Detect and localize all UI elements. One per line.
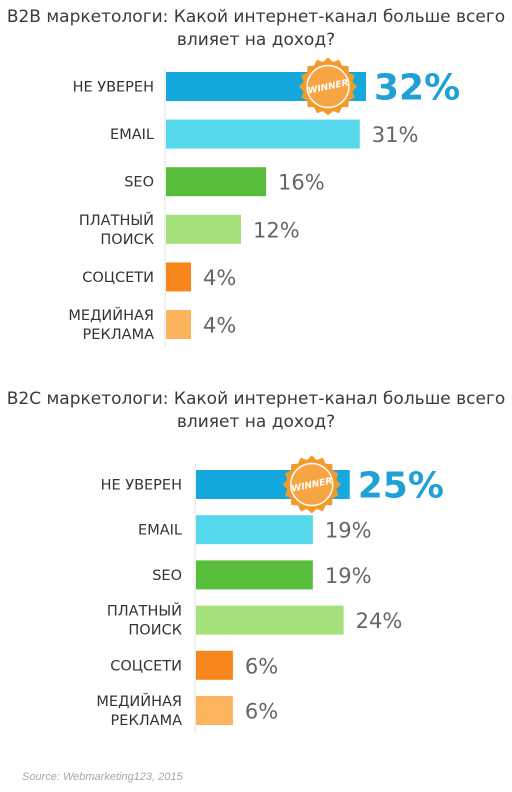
bar: [196, 605, 344, 635]
chart-title: B2B маркетологи: Какой интернет-канал бо…: [6, 7, 506, 50]
b2c-bar-chart: НЕ УВЕРЕН WINNER 25% EMAIL 19% SEO 19% ПЛАТНЫЙ П…: [96, 455, 444, 733]
bar: [166, 262, 191, 292]
category-label: НЕ УВЕРЕН: [101, 478, 182, 494]
badge-ring: [306, 64, 350, 109]
category-label: ПОИСК: [128, 623, 182, 639]
value-label: 4%: [203, 314, 236, 338]
category-label: EMAIL: [138, 523, 182, 539]
value-label: 32%: [374, 68, 460, 109]
category-label: SEO: [124, 175, 154, 191]
category-label: МЕДИЙНАЯ: [96, 692, 182, 710]
bar: [196, 696, 233, 725]
badge-ring: [290, 462, 334, 507]
value-label: 31%: [372, 123, 419, 147]
value-label: 25%: [358, 466, 444, 507]
category-label: СОЦСЕТИ: [110, 658, 182, 674]
bar: [166, 310, 191, 339]
category-label: ПЛАТНЫЙ: [107, 602, 182, 620]
b2b-panel: B2B маркетологи: Какой интернет-канал бо…: [0, 0, 512, 380]
bar: [166, 167, 266, 197]
category-label: РЕКЛАМА: [83, 327, 155, 343]
bar: [196, 560, 313, 590]
category-label: SEO: [152, 568, 182, 584]
bar: [196, 515, 313, 545]
value-label: 24%: [356, 609, 403, 633]
source-note: Source: Webmarketing123, 2015: [22, 771, 183, 783]
chart-title: B2C маркетологи: Какой интернет-канал бо…: [6, 389, 506, 432]
value-label: 12%: [253, 218, 300, 242]
winner-badge: WINNER: [299, 57, 357, 116]
value-label: 16%: [278, 171, 325, 195]
category-label: НЕ УВЕРЕН: [73, 80, 154, 96]
category-label: ПОИСК: [100, 232, 154, 248]
category-label: СОЦСЕТИ: [82, 270, 154, 286]
category-label: EMAIL: [110, 127, 154, 143]
bar: [166, 214, 241, 244]
value-label: 19%: [325, 519, 372, 543]
category-label: МЕДИЙНАЯ: [68, 306, 154, 324]
category-label: РЕКЛАМА: [111, 713, 183, 729]
category-label: ПЛАТНЫЙ: [79, 211, 154, 229]
b2c-panel: B2C маркетологи: Какой интернет-канал бо…: [0, 380, 512, 770]
value-label: 4%: [203, 266, 236, 290]
winner-badge: WINNER: [282, 455, 341, 514]
value-label: 6%: [245, 700, 278, 724]
b2b-bar-chart: НЕ УВЕРЕН WINNER 32% EMAIL 31% SEO 16% ПЛАТНЫЙ П…: [68, 57, 460, 347]
bar: [166, 119, 360, 149]
value-label: 19%: [325, 564, 372, 588]
bar: [196, 650, 233, 680]
value-label: 6%: [245, 654, 278, 678]
